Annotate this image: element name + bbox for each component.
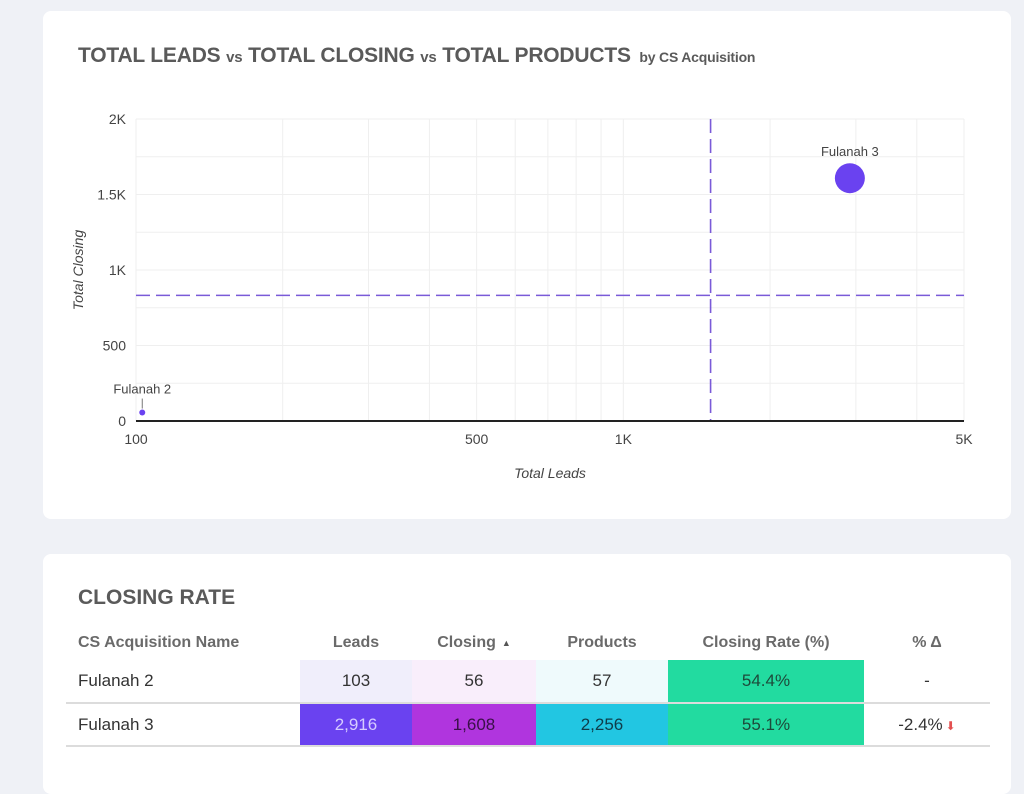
cell-delta: - <box>864 660 990 704</box>
cell-closing-rate: 54.4% <box>668 660 864 704</box>
title-subtitle: by CS Acquisition <box>639 49 756 65</box>
point-label: Fulanah 2 <box>113 382 171 397</box>
cell-products: 57 <box>536 660 668 704</box>
column-header-closing[interactable]: Closing ▲ <box>412 626 536 660</box>
closing-rate-card: CLOSING RATE CS Acquisition Name Leads C… <box>43 554 1011 794</box>
cell-closing: 56 <box>412 660 536 704</box>
delta-value: -2.4% <box>898 714 943 734</box>
header-label: Leads <box>332 634 380 651</box>
y-tick-label: 1K <box>109 262 127 278</box>
column-header-closing-rate[interactable]: Closing Rate (%) <box>668 626 864 660</box>
cell-closing-rate: 55.1% <box>668 703 864 747</box>
table-row[interactable]: Fulanah 3 2,916 1,608 2,256 55.1% -2.4% ⬇ <box>66 703 990 747</box>
point-label: Fulanah 3 <box>821 144 879 159</box>
cell-name: Fulanah 2 <box>66 660 300 704</box>
cell-delta: -2.4% ⬇ <box>864 703 990 747</box>
y-tick-label: 1.5K <box>97 187 126 203</box>
y-axis-label: Total Closing <box>70 230 86 311</box>
grid-lines <box>135 118 965 422</box>
cell-leads: 2,916 <box>300 703 412 747</box>
y-tick-label: 500 <box>103 338 127 354</box>
data-point <box>139 409 146 416</box>
column-header-name[interactable]: CS Acquisition Name <box>66 626 300 660</box>
x-tick-label: 1K <box>615 431 633 447</box>
scatter-chart-card: TOTAL LEADS vs TOTAL CLOSING vs TOTAL PR… <box>43 11 1011 519</box>
header-label: Products <box>567 634 637 651</box>
data-point <box>834 163 865 194</box>
column-header-products[interactable]: Products <box>536 626 668 660</box>
delta-value: - <box>924 671 930 690</box>
chart-title: TOTAL LEADS vs TOTAL CLOSING vs TOTAL PR… <box>78 44 755 68</box>
y-tick-label: 0 <box>118 413 126 429</box>
reference-lines <box>136 119 964 421</box>
sort-ascending-icon[interactable]: ▲ <box>501 637 511 648</box>
table-title: CLOSING RATE <box>78 586 236 609</box>
cell-leads: 103 <box>300 660 412 704</box>
table-row[interactable]: Fulanah 2 103 56 57 54.4% - <box>66 660 990 704</box>
title-part: TOTAL LEADS <box>78 44 221 67</box>
data-points: Fulanah 2 Fulanah 3 <box>113 144 879 416</box>
header-label: CS Acquisition Name <box>78 634 240 651</box>
cell-products: 2,256 <box>536 703 668 747</box>
title-part: TOTAL PRODUCTS <box>442 44 631 67</box>
cell-name: Fulanah 3 <box>66 703 300 747</box>
column-header-delta[interactable]: % Δ <box>864 626 990 660</box>
axes: 100 500 1K 5K 0 500 1K 1.5K 2K <box>97 111 973 447</box>
title-part: TOTAL CLOSING <box>248 44 415 67</box>
x-tick-label: 5K <box>955 431 973 447</box>
column-header-leads[interactable]: Leads <box>300 626 412 660</box>
header-label: Closing <box>437 634 496 651</box>
x-tick-label: 500 <box>465 431 489 447</box>
header-label: Closing Rate (%) <box>702 634 830 651</box>
header-label: % Δ <box>912 634 942 651</box>
table-header-row: CS Acquisition Name Leads Closing ▲ Produ… <box>66 626 990 660</box>
x-tick-label: 100 <box>124 431 148 447</box>
title-vs: vs <box>420 49 437 66</box>
title-vs: vs <box>226 49 243 66</box>
x-axis-label: Total Leads <box>514 465 586 481</box>
y-tick-label: 2K <box>109 111 127 127</box>
closing-rate-table: CS Acquisition Name Leads Closing ▲ Produ… <box>66 626 990 747</box>
arrow-down-icon: ⬇ <box>945 718 956 733</box>
cell-closing: 1,608 <box>412 703 536 747</box>
